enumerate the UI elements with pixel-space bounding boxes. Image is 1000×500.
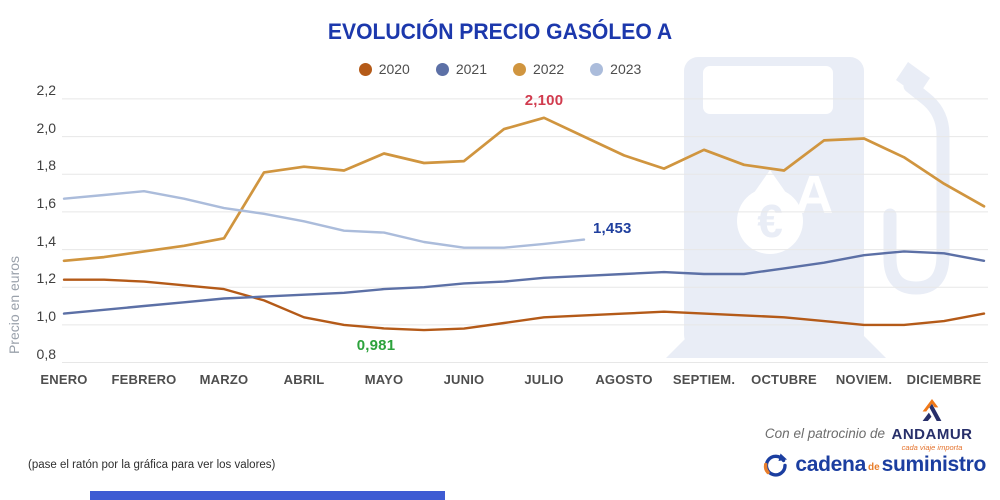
circular-arrows-icon bbox=[764, 453, 788, 477]
pump-hose bbox=[883, 79, 950, 295]
andamur-tagline: cada viaje importa bbox=[901, 442, 963, 452]
x-axis-label-octubre: OCTUBRE bbox=[751, 372, 817, 387]
y-tick-label: 0,8 bbox=[36, 345, 56, 362]
y-tick-label: 2,2 bbox=[36, 81, 56, 98]
series-line-2021[interactable] bbox=[62, 250, 986, 315]
brand-word-de: de bbox=[867, 462, 880, 473]
legend-item-2022[interactable]: 2022 bbox=[513, 61, 564, 77]
legend-item-2023[interactable]: 2023 bbox=[590, 61, 641, 77]
annotation-2020-value: 0,981 bbox=[356, 337, 396, 355]
legend-label-2021: 2021 bbox=[455, 61, 487, 77]
brand-word-cadena: cadena bbox=[795, 453, 866, 476]
y-tick-label: 1,2 bbox=[36, 270, 56, 287]
cadena-de-suministro-logo[interactable]: cadena de suministro bbox=[762, 452, 986, 478]
sponsor-prefix-text: Con el patrocinio de bbox=[764, 426, 885, 441]
y-tick-label: 1,6 bbox=[36, 194, 56, 211]
x-axis-label-julio: JULIO bbox=[524, 372, 564, 387]
y-tick-label: 2,0 bbox=[36, 119, 56, 136]
pump-screen bbox=[703, 66, 833, 114]
x-axis-label-agosto: AGOSTO bbox=[595, 372, 653, 387]
x-axis-label-mayo: MAYO bbox=[364, 372, 404, 387]
annotation-2023-value: 1,453 bbox=[593, 219, 632, 237]
legend-label-2020: 2020 bbox=[378, 61, 410, 77]
bottom-blue-bar bbox=[90, 491, 445, 500]
pump-base bbox=[666, 330, 886, 358]
legend-item-2020[interactable]: 2020 bbox=[358, 61, 410, 77]
y-axis-title: Precio en euros bbox=[6, 255, 22, 355]
x-axis-label-diciembre: DICIEMBRE bbox=[906, 372, 982, 387]
legend-item-2021[interactable]: 2021 bbox=[435, 61, 487, 77]
chart-title: EVOLUCIÓN PRECIO GASÓLEO A bbox=[327, 19, 673, 44]
legend-marker-2022 bbox=[513, 62, 526, 76]
y-tick-label: 1,8 bbox=[36, 157, 56, 174]
andamur-mark-icon bbox=[922, 399, 942, 421]
legend-label-2022: 2022 bbox=[533, 61, 565, 77]
x-axis-label-noviem: NOVIEM. bbox=[835, 372, 893, 387]
legend-label-2023: 2023 bbox=[610, 61, 642, 77]
andamur-logo[interactable]: ANDAMUR cada viaje importa bbox=[884, 399, 980, 452]
euro-sign-watermark: € bbox=[757, 195, 783, 247]
legend-marker-2023 bbox=[590, 62, 604, 76]
y-tick-label: 1,0 bbox=[36, 307, 56, 324]
series-line-2023[interactable] bbox=[62, 189, 586, 249]
brand-word-suministro: suministro bbox=[881, 453, 987, 476]
series-line-2022[interactable] bbox=[62, 116, 986, 263]
series-line-2020[interactable] bbox=[62, 278, 986, 332]
legend-marker-2021 bbox=[435, 62, 449, 76]
x-axis-label-febrero: FEBRERO bbox=[111, 372, 177, 387]
x-axis-label-abril: ABRIL bbox=[283, 372, 325, 387]
y-tick-label: 1,4 bbox=[36, 232, 56, 249]
legend-marker-2020 bbox=[358, 62, 372, 76]
droplet-tip bbox=[744, 170, 796, 207]
x-axis-label-septiem: SEPTIEM. bbox=[672, 372, 736, 387]
x-axis-label-junio: JUNIO bbox=[443, 372, 485, 387]
hover-hint-text: (pase el ratón por la gráfica para ver l… bbox=[28, 459, 276, 471]
letter-a-watermark: A bbox=[795, 165, 834, 225]
andamur-wordmark: ANDAMUR bbox=[891, 426, 973, 443]
brand-wordmark: cadena de suministro bbox=[795, 453, 986, 477]
annotation-2022-value: 2,100 bbox=[524, 91, 564, 109]
x-axis-label-enero: ENERO bbox=[40, 372, 88, 387]
chart-legend: 2020 2021 2022 2023 bbox=[0, 61, 1000, 77]
x-axis-label-marzo: MARZO bbox=[199, 372, 249, 387]
